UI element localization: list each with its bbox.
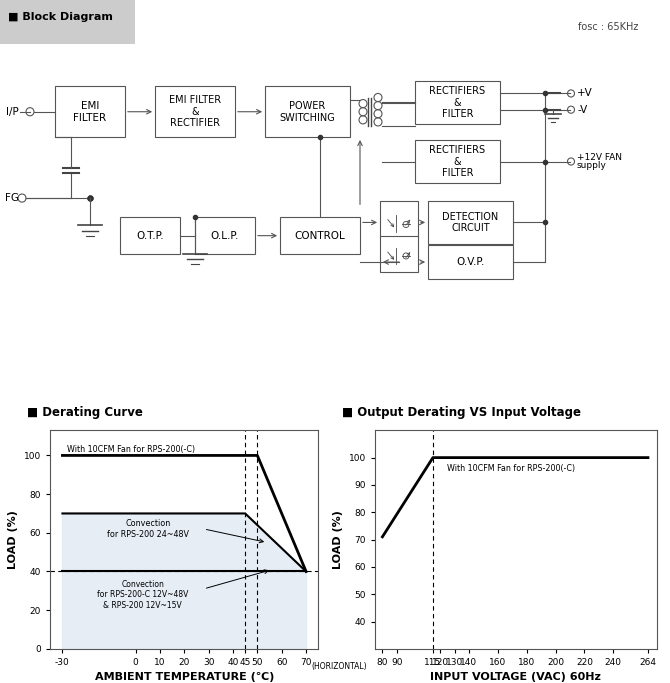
Text: POWER
SWITCHING: POWER SWITCHING: [279, 101, 336, 122]
Text: fosc : 65KHz: fosc : 65KHz: [578, 23, 638, 32]
Y-axis label: LOAD (%): LOAD (%): [9, 510, 18, 569]
Text: EMI
FILTER: EMI FILTER: [74, 101, 107, 122]
Bar: [120, 217, 180, 254]
Text: +V: +V: [577, 88, 593, 98]
Text: With 10CFM Fan for RPS-200(-C): With 10CFM Fan for RPS-200(-C): [67, 445, 196, 454]
Bar: [280, 217, 360, 254]
X-axis label: AMBIENT TEMPERATURE (℃): AMBIENT TEMPERATURE (℃): [94, 673, 274, 682]
Text: I/P: I/P: [5, 107, 18, 117]
Text: +12V FAN: +12V FAN: [577, 153, 622, 162]
Polygon shape: [62, 514, 306, 572]
Text: ■ Derating Curve: ■ Derating Curve: [27, 406, 143, 419]
Bar: [55, 86, 125, 137]
Text: O.V.P.: O.V.P.: [456, 257, 484, 267]
Text: supply: supply: [577, 161, 607, 170]
Y-axis label: LOAD (%): LOAD (%): [334, 510, 343, 569]
Bar: [265, 86, 350, 137]
Bar: [195, 217, 255, 254]
Text: O.L.P.: O.L.P.: [211, 231, 239, 240]
Text: Convection
for RPS-200 24~48V: Convection for RPS-200 24~48V: [107, 519, 189, 539]
Bar: [155, 86, 235, 137]
Text: EMI FILTER
&
RECTIFIER: EMI FILTER & RECTIFIER: [169, 95, 221, 128]
Text: ■ Block Diagram: ■ Block Diagram: [8, 12, 113, 22]
Text: -V: -V: [577, 104, 587, 115]
Bar: [380, 236, 418, 273]
Text: RECTIFIERS
&
FILTER: RECTIFIERS & FILTER: [429, 86, 486, 120]
Bar: [415, 140, 500, 183]
Text: With 10CFM Fan for RPS-200(-C): With 10CFM Fan for RPS-200(-C): [448, 464, 576, 473]
X-axis label: INPUT VOLTAGE (VAC) 60Hz: INPUT VOLTAGE (VAC) 60Hz: [430, 673, 602, 682]
Text: DETECTION
CIRCUIT: DETECTION CIRCUIT: [442, 212, 498, 234]
Text: RECTIFIERS
&
FILTER: RECTIFIERS & FILTER: [429, 145, 486, 178]
Text: ■ Output Derating VS Input Voltage: ■ Output Derating VS Input Voltage: [342, 406, 581, 419]
Text: FG: FG: [5, 193, 19, 203]
Text: (HORIZONTAL): (HORIZONTAL): [311, 663, 366, 671]
Text: Convection
for RPS-200-C 12V~48V
& RPS-200 12V~15V: Convection for RPS-200-C 12V~48V & RPS-2…: [97, 580, 188, 610]
Text: CONTROL: CONTROL: [295, 231, 345, 240]
Bar: [415, 81, 500, 124]
Bar: [380, 201, 418, 238]
Bar: [428, 201, 513, 244]
Text: O.T.P.: O.T.P.: [136, 231, 163, 240]
Bar: [428, 245, 513, 279]
